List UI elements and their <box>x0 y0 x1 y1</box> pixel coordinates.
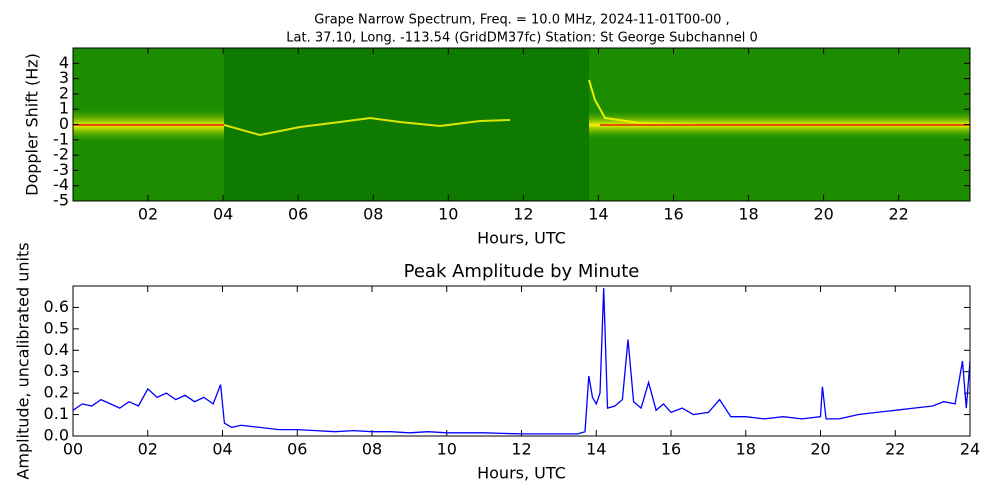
y-tick-label: 0.5 <box>44 318 69 337</box>
x-tick-label: 22 <box>885 440 905 459</box>
y-tick-label: -3 <box>53 160 69 179</box>
x-tick-label: 08 <box>362 440 382 459</box>
x-tick-label: 20 <box>810 440 830 459</box>
x-tick-label: 04 <box>213 205 233 224</box>
x-tick-label: 14 <box>588 205 608 224</box>
x-tick-label: 10 <box>438 205 458 224</box>
plot-frame <box>72 47 971 202</box>
x-tick-label: 02 <box>138 440 158 459</box>
x-tick-label: 10 <box>437 440 457 459</box>
y-axis-label: Amplitude, uncalibrated units <box>14 242 33 479</box>
y-tick-label: 0.4 <box>44 340 69 359</box>
x-tick-label: 20 <box>813 205 833 224</box>
x-tick-label: 08 <box>363 205 383 224</box>
x-tick-label: 24 <box>960 440 980 459</box>
y-tick-label: 0.0 <box>44 426 69 445</box>
x-tick-label: 22 <box>889 205 909 224</box>
y-tick-label: -5 <box>53 191 69 210</box>
y-tick-label: 0.3 <box>44 361 69 380</box>
x-tick-label: 00 <box>63 440 83 459</box>
x-tick-label: 16 <box>663 205 683 224</box>
x-tick-label: 14 <box>586 440 606 459</box>
y-tick-label: 3 <box>59 68 69 87</box>
y-tick-label: 2 <box>59 83 69 102</box>
x-tick-label: 04 <box>212 440 232 459</box>
x-axis-label: Hours, UTC <box>477 464 566 483</box>
amplitude-line <box>72 288 971 435</box>
x-axis-label: Hours, UTC <box>477 229 566 248</box>
y-tick-label: 1 <box>59 99 69 118</box>
x-tick-label: 18 <box>736 440 756 459</box>
spectrogram-image <box>73 48 970 201</box>
x-tick-label: 12 <box>513 205 533 224</box>
x-tick-label: 12 <box>511 440 531 459</box>
x-tick-label: 06 <box>287 440 307 459</box>
x-tick-label: 02 <box>138 205 158 224</box>
chart-title: Grape Narrow Spectrum, Freq. = 10.0 MHz,… <box>314 13 729 28</box>
x-tick-label: 06 <box>288 205 308 224</box>
y-tick-label: 4 <box>59 53 69 72</box>
chart-subtitle: Lat. 37.10, Long. -113.54 (GridDM37fc) S… <box>286 31 757 46</box>
y-tick-label: 0 <box>59 114 69 133</box>
y-axis-label: Doppler Shift (Hz) <box>23 53 42 196</box>
y-tick-label: -1 <box>53 129 69 148</box>
chart-title: Peak Amplitude by Minute <box>404 261 640 282</box>
y-tick-label: -4 <box>53 175 69 194</box>
y-tick-label: 0.1 <box>44 404 69 423</box>
plot-frame <box>72 285 971 437</box>
x-tick-label: 18 <box>738 205 758 224</box>
y-tick-label: 0.2 <box>44 383 69 402</box>
y-tick-label: -2 <box>53 145 69 164</box>
y-tick-label: 0.6 <box>44 297 69 316</box>
x-tick-label: 16 <box>661 440 681 459</box>
